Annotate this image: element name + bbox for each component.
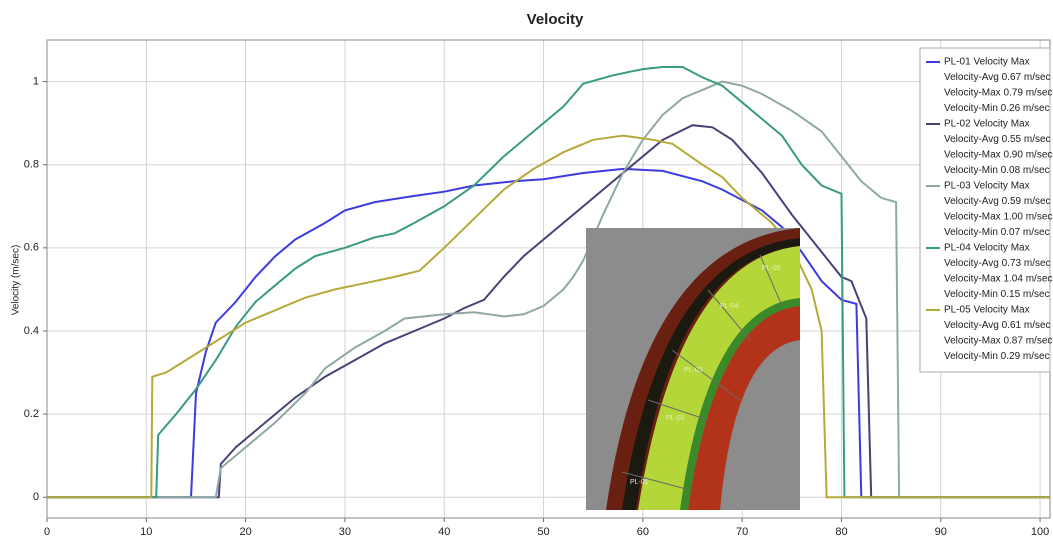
y-tick-label: 0 [33,491,39,503]
legend-note: Velocity-Min 0.07 m/sec [944,227,1050,238]
x-tick-label: 60 [637,526,649,538]
legend-note: Velocity-Avg 0.61 m/sec [944,320,1051,331]
x-tick-label: 70 [736,526,748,538]
inset-outer-bank [606,228,800,510]
inset-dark-band [622,238,800,510]
x-tick-label: 20 [239,526,251,538]
legend-note: Velocity-Min 0.08 m/sec [944,165,1050,176]
legend-note: Velocity-Max 1.00 m/sec [944,212,1052,223]
legend-note: Velocity-Avg 0.73 m/sec [944,258,1051,269]
legend-label: PL-02 Velocity Max [944,119,1030,130]
inset-section [621,471,691,491]
chart-title: Velocity [527,11,584,28]
inset-inner-bank [688,306,800,510]
inset-section [671,349,741,401]
inset-label: PL-04 [720,303,739,310]
y-tick-label: 0.6 [24,242,39,254]
legend-label: PL-03 Velocity Max [944,181,1030,192]
legend-label: PL-05 Velocity Max [944,305,1030,316]
legend-note: Velocity-Min 0.29 m/sec [944,351,1050,362]
x-tick-label: 100 [1031,526,1049,538]
inset-section [647,399,709,421]
legend-note: Velocity-Max 0.90 m/sec [944,150,1052,161]
x-tick-label: 80 [835,526,847,538]
x-tick-label: 10 [140,526,152,538]
legend-note: Velocity-Min 0.15 m/sec [944,289,1050,300]
x-tick-label: 90 [935,526,947,538]
legend-label: PL-04 Velocity Max [944,243,1030,254]
series-line [47,66,1050,499]
y-tick-label: 0.2 [24,408,39,420]
inset-channel [638,246,800,510]
x-tick-label: 30 [339,526,351,538]
x-tick-label: 50 [537,526,549,538]
series-line [47,124,1050,499]
inset-label: PL-05 [762,265,781,272]
legend-note: Velocity-Max 0.79 m/sec [944,88,1052,99]
y-tick-label: 0.4 [24,325,39,337]
grid: 0 10 20 30 40 50 60 70 80 90 100 0 0.2 0.4 0.6 0.8 1 [24,40,1050,538]
legend-note: Velocity-Max 0.87 m/sec [944,336,1052,347]
y-axis-label: Velocity (m/sec) [11,245,22,316]
y-tick-label: 1 [33,75,39,87]
series-line [47,134,1050,499]
y-tick-label: 0.8 [24,159,39,171]
legend-note: Velocity-Avg 0.67 m/sec [944,72,1051,83]
x-tick-label: 40 [438,526,450,538]
inset-image [586,228,800,510]
legend [919,47,1051,373]
inset-green-edge [680,298,800,510]
series-line [47,167,1050,499]
inset-sections [621,254,783,491]
x-tick-label: 0 [44,526,50,538]
legend-note: Velocity-Avg 0.55 m/sec [944,134,1051,145]
inset-label: PL-02 [666,415,685,422]
legend-label: PL-01 Velocity Max [944,57,1030,68]
inset-label: PL-01 [630,479,649,486]
legend-entries: PL-01 Velocity Max Velocity-Avg 0.67 m/se… [926,57,1052,362]
inset-section [707,289,751,341]
legend-note: Velocity-Max 1.04 m/sec [944,274,1052,285]
inset-labels: PL-01 PL-02 PL-03 PL-04 PL-05 [630,265,781,486]
legend-note: Velocity-Min 0.26 m/sec [944,103,1050,114]
inset-label: PL-03 [684,367,703,374]
legend-note: Velocity-Avg 0.59 m/sec [944,196,1051,207]
lines [47,66,1050,499]
series-line [47,80,1050,499]
inset-section [759,254,783,307]
